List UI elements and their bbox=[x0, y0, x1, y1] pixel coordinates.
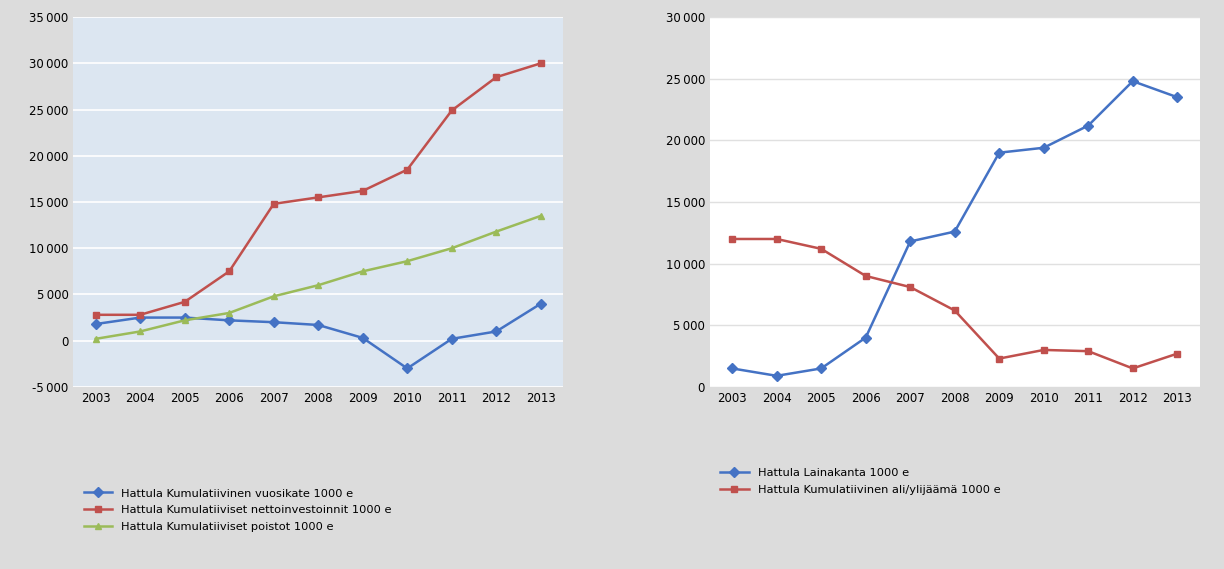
Legend: Hattula Kumulatiivinen vuosikate 1000 e, Hattula Kumulatiiviset nettoinvestoinni: Hattula Kumulatiivinen vuosikate 1000 e,… bbox=[80, 483, 397, 537]
Legend: Hattula Lainakanta 1000 e, Hattula Kumulatiivinen ali/ylijäämä 1000 e: Hattula Lainakanta 1000 e, Hattula Kumul… bbox=[716, 463, 1005, 500]
